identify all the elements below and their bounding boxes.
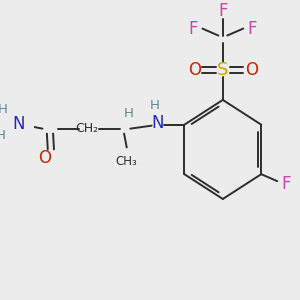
- Text: S: S: [217, 61, 229, 79]
- Text: CH₂: CH₂: [75, 122, 98, 135]
- Text: F: F: [247, 20, 257, 38]
- Text: H: H: [0, 103, 8, 116]
- Text: H: H: [0, 129, 6, 142]
- Text: O: O: [188, 61, 201, 79]
- Text: F: F: [189, 20, 198, 38]
- Text: O: O: [39, 149, 52, 167]
- Text: F: F: [281, 175, 291, 193]
- Text: H: H: [150, 99, 160, 112]
- Text: H: H: [124, 107, 134, 120]
- Text: N: N: [152, 114, 164, 132]
- Text: F: F: [218, 2, 228, 20]
- Text: N: N: [12, 115, 25, 133]
- Text: O: O: [245, 61, 258, 79]
- Text: CH₃: CH₃: [116, 155, 138, 168]
